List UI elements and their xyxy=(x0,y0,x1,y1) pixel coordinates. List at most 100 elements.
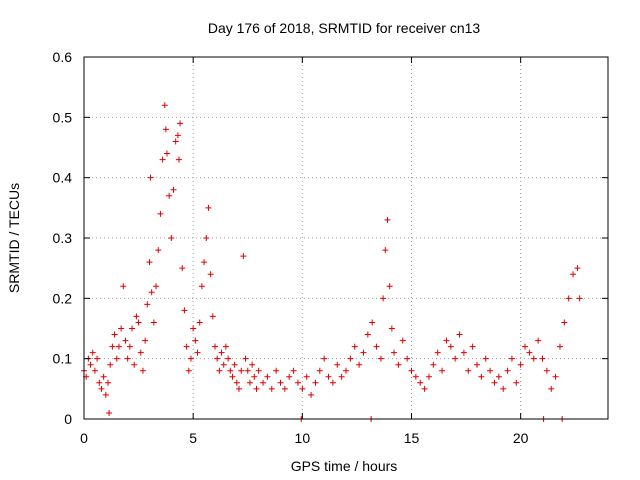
data-point xyxy=(325,373,332,380)
data-point xyxy=(395,361,402,368)
data-point xyxy=(102,391,109,398)
data-point xyxy=(565,295,572,302)
data-point xyxy=(556,343,563,350)
data-point xyxy=(465,367,472,374)
data-point xyxy=(286,373,293,380)
data-point xyxy=(194,349,201,356)
data-point xyxy=(231,361,238,368)
data-point xyxy=(91,367,98,374)
chart-title: Day 176 of 2018, SRMTID for receiver cn1… xyxy=(208,20,481,36)
data-point xyxy=(404,355,411,362)
data-point xyxy=(373,343,380,350)
data-point xyxy=(129,325,136,332)
data-point xyxy=(391,349,398,356)
data-point xyxy=(281,385,288,392)
data-point xyxy=(168,235,175,241)
data-point xyxy=(190,325,197,332)
data-point xyxy=(94,355,101,362)
data-point xyxy=(425,373,432,380)
data-point xyxy=(142,337,149,344)
data-point xyxy=(181,307,188,314)
data-point xyxy=(229,373,236,380)
data-point xyxy=(216,367,223,374)
data-point xyxy=(434,349,441,356)
data-point xyxy=(174,132,181,139)
data-point xyxy=(576,295,583,302)
data-point xyxy=(290,367,297,374)
data-point xyxy=(192,337,199,344)
data-point xyxy=(294,379,301,386)
data-point xyxy=(122,337,129,344)
data-point xyxy=(447,343,454,350)
data-point xyxy=(100,373,107,380)
data-points xyxy=(81,102,583,422)
data-point xyxy=(343,367,349,374)
data-point xyxy=(517,361,524,368)
data-point xyxy=(163,150,170,157)
plot-frame xyxy=(83,56,609,420)
data-point xyxy=(238,367,245,374)
data-point xyxy=(157,210,164,217)
data-point xyxy=(417,379,424,386)
y-tick-label: 0.3 xyxy=(53,230,73,246)
data-point xyxy=(347,355,354,362)
data-point xyxy=(227,367,234,374)
data-point xyxy=(170,186,177,193)
data-point xyxy=(570,271,577,278)
data-point xyxy=(225,355,232,362)
y-tick-label: 0.4 xyxy=(53,170,73,186)
data-point xyxy=(118,325,125,332)
data-point xyxy=(487,367,494,374)
data-point xyxy=(205,204,212,211)
data-point xyxy=(150,319,157,326)
data-point xyxy=(277,379,284,386)
data-point xyxy=(253,385,260,392)
data-point xyxy=(159,156,166,163)
y-tick-label: 0.1 xyxy=(53,351,73,367)
data-point xyxy=(240,253,247,260)
data-point xyxy=(105,379,112,386)
data-point xyxy=(384,216,391,223)
data-point xyxy=(543,367,550,374)
data-point xyxy=(308,391,315,398)
data-point xyxy=(474,361,480,368)
data-point xyxy=(187,355,194,362)
axis-ticks: 0 0.1 0.2 0.3 0.4 0.5 0.6 0 5 10 15 20 xyxy=(53,49,608,446)
data-point xyxy=(212,343,218,350)
data-point xyxy=(144,301,151,308)
x-axis-label: GPS time / hours xyxy=(291,458,398,474)
data-point xyxy=(513,379,520,386)
data-point xyxy=(255,367,262,374)
data-point xyxy=(273,367,280,374)
data-point xyxy=(220,361,227,368)
y-tick-label: 0.2 xyxy=(53,290,73,306)
data-point xyxy=(321,355,328,362)
y-tick-label: 0.5 xyxy=(53,109,73,125)
data-point xyxy=(107,361,114,368)
data-point xyxy=(135,319,142,326)
data-point xyxy=(249,361,256,368)
data-point xyxy=(412,373,419,380)
data-point xyxy=(242,355,249,362)
data-point xyxy=(172,138,179,145)
data-point xyxy=(491,379,498,386)
data-point xyxy=(146,259,153,266)
data-point xyxy=(161,102,168,109)
y-tick-label: 0 xyxy=(64,411,72,427)
x-tick-label: 20 xyxy=(513,430,529,446)
data-point xyxy=(504,367,511,374)
x-tick-label: 0 xyxy=(80,430,88,446)
data-point xyxy=(244,367,251,374)
data-point xyxy=(196,319,203,326)
x-tick-label: 15 xyxy=(404,430,420,446)
data-point xyxy=(382,247,389,254)
data-point xyxy=(218,349,225,356)
data-point xyxy=(460,349,467,356)
x-tick-label: 10 xyxy=(295,430,311,446)
data-point xyxy=(209,313,216,320)
data-point xyxy=(162,126,169,133)
data-point xyxy=(430,361,437,368)
data-point xyxy=(530,355,537,362)
data-point xyxy=(399,337,406,344)
